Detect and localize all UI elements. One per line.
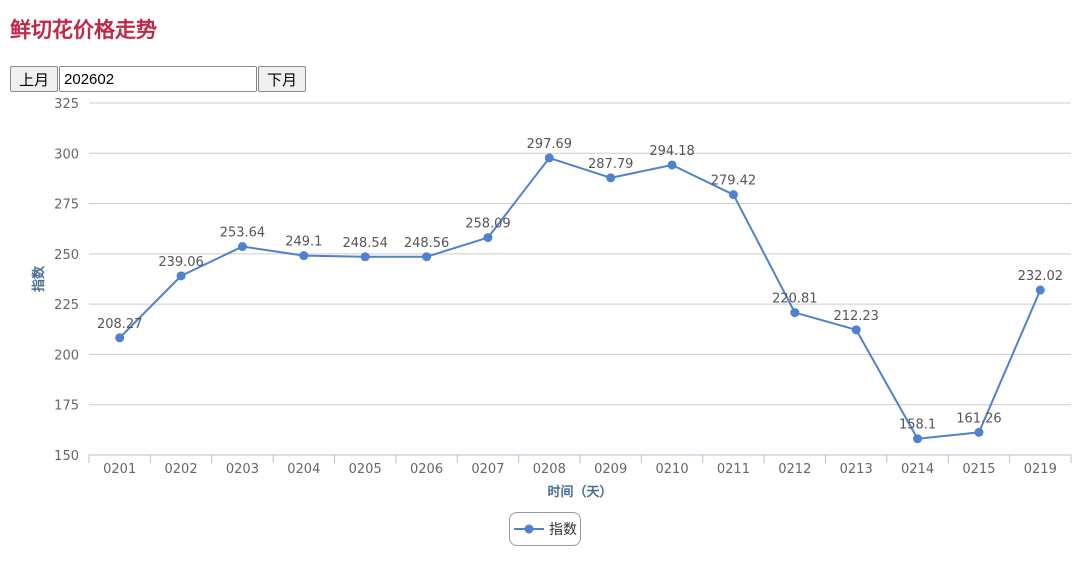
x-tick-label: 0203 xyxy=(226,462,259,477)
data-label: 258.09 xyxy=(465,217,511,232)
data-label: 248.54 xyxy=(342,236,388,251)
y-axis-title: 指数 xyxy=(31,265,47,292)
y-tick-label: 300 xyxy=(54,147,79,162)
data-label: 220.81 xyxy=(772,292,818,307)
month-controls: 上月 下月 xyxy=(10,66,307,92)
data-label: 158.1 xyxy=(899,418,936,433)
page-title: 鲜切花价格走势 xyxy=(10,18,157,42)
data-label: 248.56 xyxy=(404,236,450,251)
x-tick-label: 0204 xyxy=(287,462,320,477)
series-line xyxy=(118,156,1042,440)
legend-label: 指数 xyxy=(549,522,577,538)
data-point xyxy=(360,252,370,262)
x-tick-label: 0213 xyxy=(840,462,873,477)
legend-series-icon xyxy=(514,524,544,534)
data-point xyxy=(851,325,861,335)
data-label: 212.23 xyxy=(833,309,879,324)
data-point xyxy=(115,333,125,343)
x-tick-label: 0201 xyxy=(103,462,136,477)
x-tick-label: 0210 xyxy=(656,462,689,477)
data-label: 208.27 xyxy=(97,317,143,332)
x-tick-label: 0219 xyxy=(1024,462,1057,477)
y-tick-label: 250 xyxy=(54,248,79,263)
x-tick-label: 0214 xyxy=(901,462,934,477)
data-point xyxy=(790,308,800,318)
month-input[interactable] xyxy=(59,66,258,92)
x-tick-label: 0215 xyxy=(962,462,995,477)
y-tick-label: 325 xyxy=(54,97,79,112)
data-label: 297.69 xyxy=(527,137,573,152)
data-point xyxy=(728,190,738,200)
x-tick-label: 0208 xyxy=(533,462,566,477)
data-point xyxy=(176,271,186,281)
data-point xyxy=(974,427,984,437)
data-label: 253.64 xyxy=(220,226,266,241)
legend-item[interactable]: 指数 xyxy=(509,512,581,546)
x-tick-label: 0209 xyxy=(594,462,627,477)
x-tick-label: 0211 xyxy=(717,462,750,477)
line-chart: 150 175 200 225 250 275 300 325 0201 0202 0203 0204… xyxy=(31,97,1072,500)
data-point xyxy=(422,252,432,262)
x-tick-label: 0202 xyxy=(165,462,198,477)
data-label: 294.18 xyxy=(649,144,695,159)
data-label: 161.26 xyxy=(956,411,1002,426)
data-label: 249.1 xyxy=(285,235,322,250)
x-tick-label: 0207 xyxy=(471,462,504,477)
y-tick-label: 225 xyxy=(54,298,79,313)
prev-month-button[interactable]: 上月 xyxy=(10,66,59,92)
x-tick-label: 0212 xyxy=(778,462,811,477)
x-tick-label: 0205 xyxy=(349,462,382,477)
data-point xyxy=(606,173,616,183)
x-tick-label: 0206 xyxy=(410,462,443,477)
data-point xyxy=(237,242,247,252)
data-point xyxy=(1035,285,1045,295)
data-label: 232.02 xyxy=(1018,269,1064,284)
data-point xyxy=(483,233,493,243)
y-tick-label: 275 xyxy=(54,198,79,213)
x-axis-title: 时间（天） xyxy=(547,484,612,500)
y-tick-label: 175 xyxy=(54,399,79,414)
data-label: 279.42 xyxy=(711,174,757,189)
data-point xyxy=(544,153,554,163)
data-label: 287.79 xyxy=(588,157,634,172)
y-tick-label: 150 xyxy=(54,449,79,464)
next-month-button[interactable]: 下月 xyxy=(258,66,307,92)
data-label: 239.06 xyxy=(158,255,204,270)
data-point xyxy=(667,160,677,170)
data-point xyxy=(913,434,923,444)
y-tick-label: 200 xyxy=(54,348,79,363)
data-point xyxy=(299,251,309,261)
